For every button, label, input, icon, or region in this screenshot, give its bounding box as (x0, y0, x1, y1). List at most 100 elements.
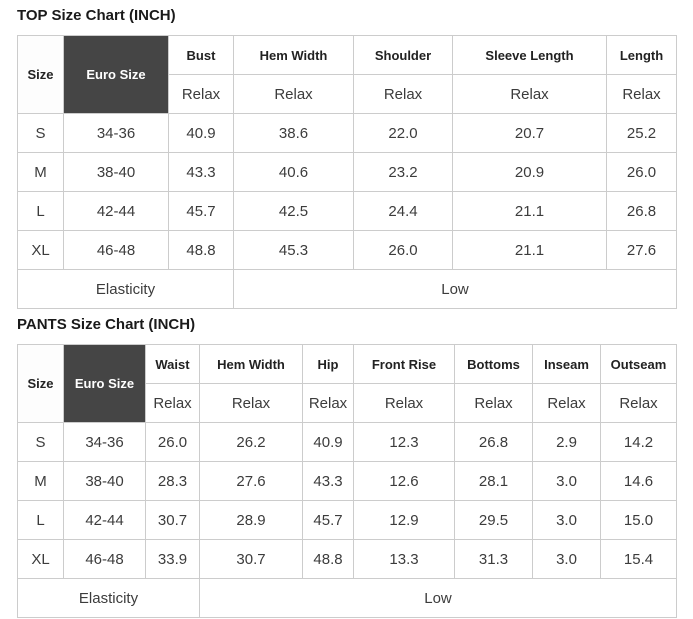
elasticity-row: Elasticity Low (17, 578, 677, 618)
value-cell: 43.3 (302, 461, 354, 501)
pants-size-column-header: Size (17, 344, 64, 423)
value-cell: 22.0 (353, 113, 453, 153)
euro-size-cell: 34-36 (63, 113, 169, 153)
value-cell: 26.8 (454, 422, 533, 462)
value-cell: 12.6 (353, 461, 455, 501)
value-cell: 40.6 (233, 152, 354, 192)
pants-fit-cell-inseam: Relax (532, 383, 601, 423)
value-cell: 33.9 (145, 539, 200, 579)
pants-fit-row: Relax Relax Relax Relax Relax Relax Rela… (18, 383, 677, 423)
size-cell: L (17, 500, 64, 540)
elasticity-label-cell: Elasticity (17, 578, 200, 618)
top-euro-size-column-header: Euro Size (63, 35, 169, 114)
value-cell: 26.8 (606, 191, 677, 231)
value-cell: 29.5 (454, 500, 533, 540)
pants-column-header-bottoms: Bottoms (454, 344, 533, 384)
pants-column-header-front-rise: Front Rise (353, 344, 455, 384)
top-fit-row: Relax Relax Relax Relax Relax (18, 74, 677, 114)
pants-column-header-inseam: Inseam (532, 344, 601, 384)
value-cell: 20.7 (452, 113, 607, 153)
value-cell: 48.8 (168, 230, 234, 270)
pants-size-table: Size Euro Size Waist Hem Width Hip Front… (17, 344, 677, 618)
size-cell: XL (17, 230, 64, 270)
table-row: XL 46-48 33.9 30.7 48.8 13.3 31.3 3.0 15… (17, 539, 677, 579)
pants-fit-cell-waist: Relax (145, 383, 200, 423)
table-row: S 34-36 26.0 26.2 40.9 12.3 26.8 2.9 14.… (17, 422, 677, 462)
value-cell: 26.2 (199, 422, 303, 462)
euro-size-cell: 46-48 (63, 230, 169, 270)
top-column-header-sleeve-length: Sleeve Length (452, 35, 607, 75)
value-cell: 38.6 (233, 113, 354, 153)
value-cell: 28.3 (145, 461, 200, 501)
value-cell: 24.4 (353, 191, 453, 231)
value-cell: 26.0 (606, 152, 677, 192)
value-cell: 3.0 (532, 539, 601, 579)
top-fit-cell-sleeve-length: Relax (452, 74, 607, 114)
table-row: S 34-36 40.9 38.6 22.0 20.7 25.2 (17, 113, 677, 153)
value-cell: 14.6 (600, 461, 677, 501)
table-row: L 42-44 45.7 42.5 24.4 21.1 26.8 (17, 191, 677, 231)
table-row: L 42-44 30.7 28.9 45.7 12.9 29.5 3.0 15.… (17, 500, 677, 540)
pants-fit-cell-front-rise: Relax (353, 383, 455, 423)
pants-header-row: Size Euro Size Waist Hem Width Hip Front… (17, 344, 677, 423)
value-cell: 43.3 (168, 152, 234, 192)
value-cell: 45.3 (233, 230, 354, 270)
table-row: XL 46-48 48.8 45.3 26.0 21.1 27.6 (17, 230, 677, 270)
value-cell: 20.9 (452, 152, 607, 192)
value-cell: 13.3 (353, 539, 455, 579)
pants-fit-cell-hem-width: Relax (199, 383, 303, 423)
top-fit-cell-length: Relax (606, 74, 677, 114)
size-cell: XL (17, 539, 64, 579)
value-cell: 48.8 (302, 539, 354, 579)
euro-size-cell: 38-40 (63, 461, 146, 501)
top-chart-title: TOP Size Chart (INCH) (17, 7, 176, 24)
value-cell: 21.1 (452, 230, 607, 270)
value-cell: 27.6 (199, 461, 303, 501)
top-fit-cell-shoulder: Relax (353, 74, 453, 114)
value-cell: 42.5 (233, 191, 354, 231)
value-cell: 2.9 (532, 422, 601, 462)
pants-chart-title: PANTS Size Chart (INCH) (17, 316, 196, 333)
pants-column-header-outseam: Outseam (600, 344, 677, 384)
size-cell: M (17, 152, 64, 192)
size-cell: S (17, 113, 64, 153)
pants-column-header-waist: Waist (145, 344, 200, 384)
value-cell: 23.2 (353, 152, 453, 192)
pants-euro-size-column-header: Euro Size (63, 344, 146, 423)
value-cell: 40.9 (168, 113, 234, 153)
value-cell: 3.0 (532, 461, 601, 501)
value-cell: 30.7 (145, 500, 200, 540)
table-row: M 38-40 28.3 27.6 43.3 12.6 28.1 3.0 14.… (17, 461, 677, 501)
top-size-chart-section: TOP Size Chart (INCH) Size Euro Size Bus… (17, 7, 677, 309)
value-cell: 30.7 (199, 539, 303, 579)
value-cell: 28.9 (199, 500, 303, 540)
pants-fit-cell-outseam: Relax (600, 383, 677, 423)
top-size-table: Size Euro Size Bust Hem Width Shoulder S… (17, 35, 677, 309)
top-fit-cell-bust: Relax (168, 74, 234, 114)
value-cell: 12.3 (353, 422, 455, 462)
top-column-header-length: Length (606, 35, 677, 75)
pants-fit-cell-hip: Relax (302, 383, 354, 423)
euro-size-cell: 46-48 (63, 539, 146, 579)
pants-fit-cell-bottoms: Relax (454, 383, 533, 423)
top-column-header-hem-width: Hem Width (233, 35, 354, 75)
top-header-row: Size Euro Size Bust Hem Width Shoulder S… (17, 35, 677, 114)
value-cell: 26.0 (145, 422, 200, 462)
value-cell: 21.1 (452, 191, 607, 231)
value-cell: 40.9 (302, 422, 354, 462)
size-cell: L (17, 191, 64, 231)
pants-size-chart-section: PANTS Size Chart (INCH) Size Euro Size W… (17, 316, 677, 618)
elasticity-label-cell: Elasticity (17, 269, 234, 309)
elasticity-row: Elasticity Low (17, 269, 677, 309)
euro-size-cell: 34-36 (63, 422, 146, 462)
value-cell: 28.1 (454, 461, 533, 501)
value-cell: 15.4 (600, 539, 677, 579)
elasticity-value-cell: Low (199, 578, 677, 618)
pants-column-header-hem-width: Hem Width (199, 344, 303, 384)
value-cell: 15.0 (600, 500, 677, 540)
value-cell: 12.9 (353, 500, 455, 540)
value-cell: 25.2 (606, 113, 677, 153)
pants-column-header-hip: Hip (302, 344, 354, 384)
table-row: M 38-40 43.3 40.6 23.2 20.9 26.0 (17, 152, 677, 192)
